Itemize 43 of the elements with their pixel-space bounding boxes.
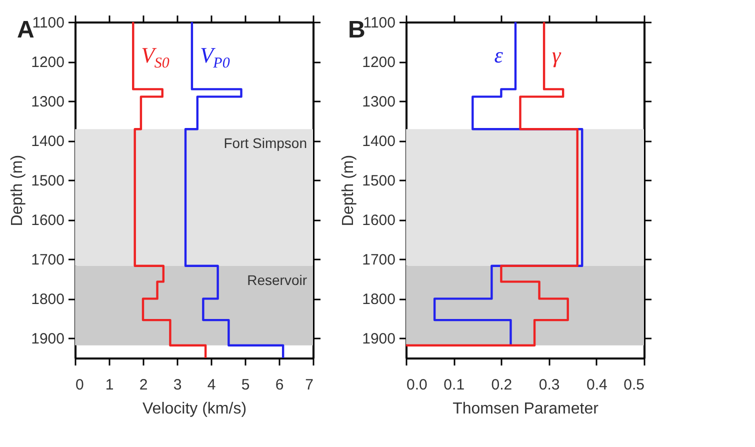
band-label: Reservoir	[247, 272, 308, 288]
y-axis-title: Depth (m)	[9, 154, 26, 226]
y-tick-label: 1100	[363, 14, 396, 32]
y-tick-label: 1300	[31, 94, 64, 111]
y-tick-label: 1800	[31, 291, 64, 308]
y-tick-label: 1200	[31, 54, 64, 72]
x-tick-label: 0.1	[444, 376, 465, 394]
series-label: ε	[494, 42, 504, 68]
x-tick-label: 3	[173, 376, 182, 394]
y-tick-label: 1400	[362, 133, 396, 150]
x-tick-label: 0	[76, 376, 84, 394]
y-tick-label: 1500	[31, 172, 64, 190]
y-tick-label: 1900	[362, 330, 396, 348]
chart-title: A	[17, 16, 34, 44]
x-tick-label: 2	[139, 376, 148, 394]
y-tick-label: 1600	[362, 212, 396, 230]
x-tick-label: 0.0	[406, 376, 428, 394]
y-tick-label: 1400	[31, 133, 64, 150]
x-tick-label: 0.4	[586, 376, 608, 394]
x-tick-label: 5	[241, 376, 250, 394]
x-tick-label: 0.2	[491, 376, 512, 394]
x-tick-label: 6	[275, 376, 284, 394]
y-tick-label: 1200	[362, 54, 396, 72]
x-tick-label: 0.5	[624, 376, 644, 394]
y-tick-label: 1300	[362, 94, 396, 111]
y-tick-label: 1600	[31, 212, 64, 230]
x-tick-label: 7	[305, 376, 314, 394]
y-tick-label: 1700	[31, 252, 64, 269]
y-tick-label: 1100	[32, 14, 64, 32]
band-label: Fort Simpson	[224, 135, 307, 152]
y-tick-label: 1500	[362, 172, 396, 190]
y-tick-label: 1800	[362, 291, 396, 308]
x-tick-label: 1	[105, 376, 114, 394]
line-series	[404, 20, 578, 346]
y-tick-label: 1700	[362, 252, 396, 269]
x-tick-label: 0.3	[538, 376, 560, 394]
x-axis-title: Thomsen Parameter	[452, 400, 600, 418]
y-tick-label: 1900	[31, 330, 64, 348]
y-axis-title: Depth (m)	[340, 154, 358, 226]
x-tick-label: 4	[207, 376, 216, 394]
chart-title: B	[348, 16, 366, 44]
series-label: γ	[552, 42, 562, 68]
x-axis-title: Velocity (km/s)	[142, 400, 247, 418]
